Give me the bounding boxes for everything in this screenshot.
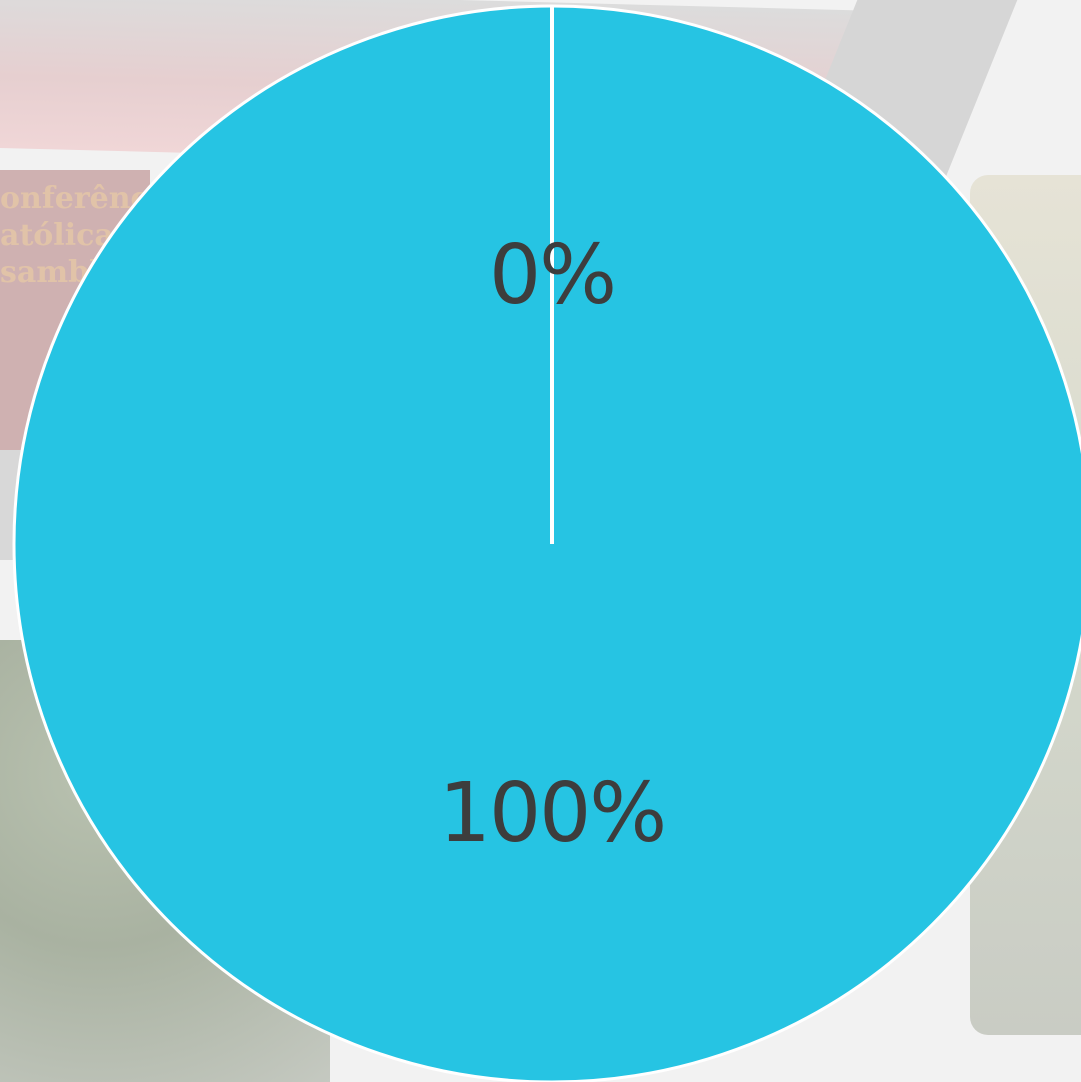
slice-percent-label: 0% (489, 228, 615, 323)
slice-percent-label: 100% (439, 766, 665, 861)
pie-slice (12, 4, 1081, 1082)
pie-labels: 0% 100% (439, 228, 667, 861)
pie-slices (12, 4, 1081, 1082)
background-faded-text: onferênci atólicas sambl (0, 180, 160, 291)
